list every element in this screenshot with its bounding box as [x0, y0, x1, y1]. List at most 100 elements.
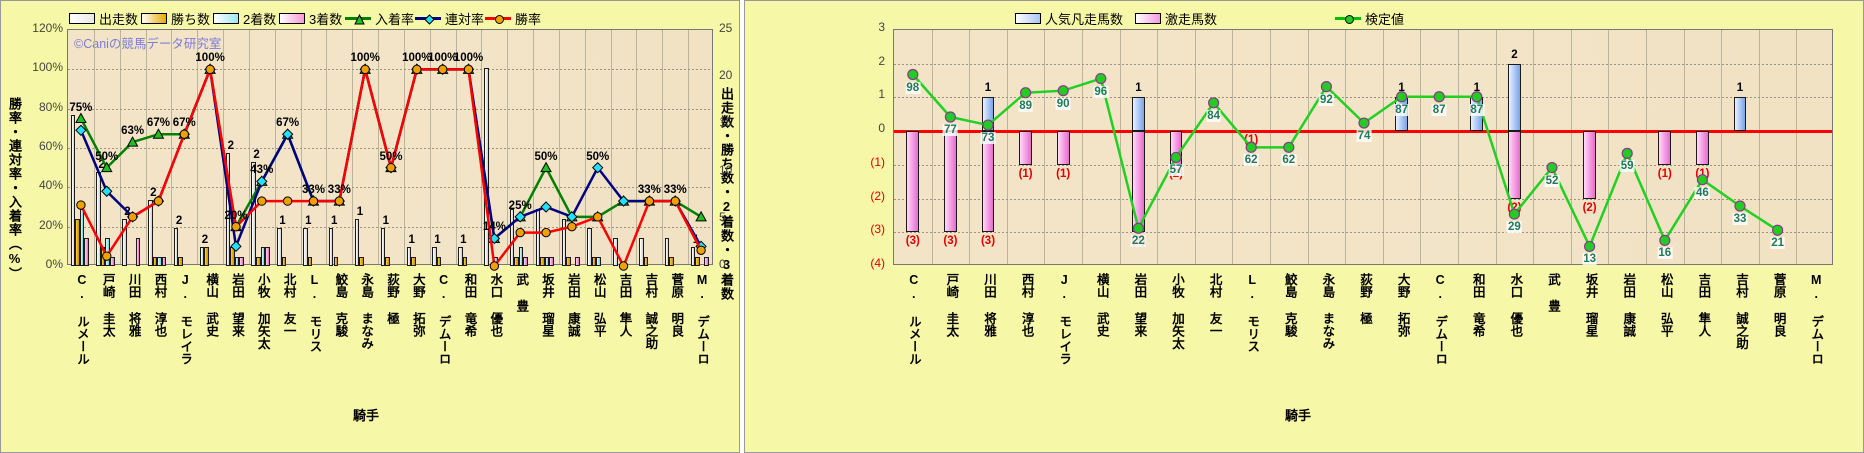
category-label: 戸崎 圭太 [944, 273, 959, 337]
category-label: 川田 将雅 [126, 273, 141, 337]
y-tick-label: 1 [878, 87, 885, 102]
y-tick-label: 60% [38, 139, 63, 153]
bar-勝ち数 [566, 256, 571, 266]
category-label: 坂井 瑠星 [1583, 273, 1598, 337]
legend-swatch-勝ち数 [141, 13, 167, 24]
bar-勝ち数 [281, 256, 287, 266]
percent-data-label: 50% [95, 150, 119, 163]
grid-line-vertical [1608, 30, 1610, 264]
test-value-label: 59 [1619, 160, 1635, 173]
grid-line-vertical [1721, 30, 1723, 264]
legend-item-連対率: 連対率 [415, 9, 484, 28]
legend-swatch-3着数 [279, 13, 305, 24]
legend-item-勝ち数: 勝ち数 [141, 9, 210, 28]
percent-data-label: 67% [276, 117, 300, 130]
percent-data-label: 50% [534, 150, 558, 163]
bar-3着数 [549, 256, 554, 266]
legend-line-連対率 [415, 14, 441, 25]
category-label: 松山 弘平 [591, 273, 606, 337]
y-tick-right-label: 25 [719, 21, 733, 35]
grid-line-vertical [558, 30, 560, 264]
grid-line-vertical [1646, 30, 1647, 264]
bar-value-label: 2 [201, 234, 209, 247]
category-label: 岩田 望来 [1132, 273, 1147, 337]
left-y-axis-right-title: 出走数・勝ち数・2着数・3着数 [719, 87, 734, 301]
category-label: C. ルメール [74, 273, 89, 365]
bar-value-label: 2 [175, 215, 183, 228]
percent-data-label: 100% [453, 52, 484, 65]
percent-data-label: 33% [327, 184, 351, 197]
grid-line-vertical [455, 30, 457, 264]
test-value-label: 29 [1506, 221, 1522, 234]
right-x-axis-title: 騎手 [1285, 408, 1312, 423]
test-value-label: 84 [1206, 109, 1221, 122]
test-value-label: 46 [1694, 186, 1710, 199]
grid-line-vertical [1758, 30, 1760, 264]
legend-swatch-出走数 [69, 13, 95, 24]
bar-value-label: 1 [434, 234, 441, 247]
legend-label-連対率: 連対率 [445, 12, 485, 27]
category-label: 西村 淳也 [1019, 273, 1034, 337]
grid-line-vertical [1533, 30, 1535, 264]
bar-出走数 [458, 247, 463, 266]
test-value-label: 57 [1168, 164, 1184, 177]
legend-label-3着数: 3着数 [309, 12, 343, 27]
bar-勝ち数 [591, 256, 597, 266]
left-y-axis-title: 勝率・連対率・入着率（%） [7, 97, 22, 281]
category-label: 荻野 極 [1358, 273, 1372, 325]
category-label: 坂井 瑠星 [540, 273, 555, 337]
category-label: 菅原 明良 [1771, 273, 1786, 337]
percent-data-label: 25% [508, 199, 532, 212]
y-tick-label: 2 [878, 53, 885, 68]
bar-top-value-label: 1 [1135, 82, 1142, 95]
legend-item-激走馬数: 激走馬数 [1135, 9, 1217, 28]
bar-勝ち数 [411, 256, 416, 266]
category-label: 和田 竜希 [462, 273, 477, 337]
test-value-label: 74 [1356, 130, 1372, 143]
grid-line-vertical [326, 30, 328, 264]
grid-line-horizontal [894, 97, 1832, 99]
left-line-overlay [75, 63, 707, 271]
grid-line-vertical [1119, 30, 1121, 264]
category-label: C. ルメール [906, 273, 921, 365]
y-tick-label: 40% [38, 178, 63, 193]
test-value-label: 73 [980, 132, 996, 145]
bar-勝ち数 [75, 218, 80, 266]
bar-3着数 [575, 256, 580, 266]
y-tick-label: 0% [45, 257, 63, 271]
bar-bottom-value-label: (3) [980, 235, 996, 248]
test-value-label: 98 [905, 81, 921, 94]
percent-data-label: 14% [482, 221, 506, 234]
legend-label-入着率: 入着率 [375, 12, 415, 27]
bar-value-label: 1 [356, 205, 364, 218]
y-tick-label: (1) [870, 154, 885, 169]
grid-line-vertical [1232, 30, 1234, 264]
grid-line-vertical [93, 30, 95, 264]
grid-line-vertical [533, 30, 535, 264]
bar-出走数 [277, 228, 282, 266]
legend-line-勝率 [485, 15, 511, 24]
y-tick-label: 3 [878, 20, 885, 34]
legend-swatch-激走馬数 [1135, 13, 1161, 24]
legend-marker-連対率 [424, 13, 435, 25]
legend-item-検定値: 検定値 [1335, 9, 1404, 28]
bar-出走数 [70, 114, 76, 266]
y-tick-right-label: 20 [719, 68, 733, 83]
category-label: 永島 まなみ [1320, 273, 1335, 350]
category-label: 武 豊 [514, 273, 529, 312]
bar-出走数 [199, 247, 205, 266]
legend-item-3着数: 3着数 [279, 9, 342, 28]
bar-surge-horse [1658, 131, 1672, 165]
grid-line-vertical [1683, 30, 1685, 264]
y-tick-label: 80% [38, 99, 63, 114]
grid-line-vertical [1044, 30, 1046, 264]
bar-2着数 [544, 256, 550, 266]
grid-line-vertical [1382, 30, 1384, 264]
bar-出走数 [328, 228, 334, 266]
category-label: 大野 拓弥 [1395, 273, 1410, 337]
bar-3着数 [704, 256, 709, 266]
grid-line-vertical [1157, 30, 1159, 264]
category-label: 水口 優也 [488, 273, 503, 337]
grid-line-horizontal [68, 69, 712, 71]
legend-item-勝率: 勝率 [485, 9, 541, 28]
